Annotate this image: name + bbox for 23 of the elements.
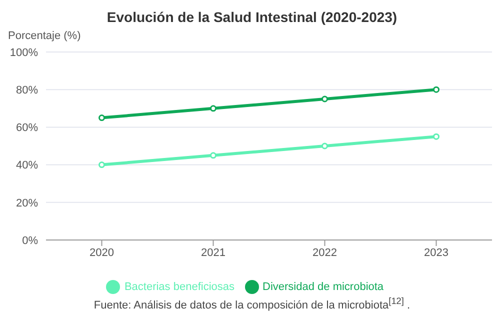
y-tick-label: 100% [10, 46, 38, 59]
point [433, 133, 440, 140]
x-tick-label: 2021 [201, 246, 226, 259]
y-tick-label: 60% [16, 122, 38, 134]
x-tick-label: 2020 [90, 246, 114, 259]
point [433, 86, 440, 93]
point [322, 96, 328, 102]
legend-label: Diversidad de microbiota [262, 280, 384, 293]
point [210, 105, 216, 112]
y-tick-label: 20% [16, 197, 38, 210]
y-axis-title: Porcentaje (%) [8, 30, 82, 44]
y-tick-label: 40% [16, 160, 38, 172]
point [98, 114, 105, 122]
y-tick-label: 80% [16, 84, 38, 97]
x-tick-label: 2022 [312, 246, 337, 259]
x-tick-label: 2023 [424, 246, 448, 259]
source-note: Fuente: Análisis de datos de la composición de la microbiota$^{[12]}$ . [92, 296, 412, 312]
point [98, 162, 105, 168]
chart-title: Evolución de la Salud Intestinal (2020-2023) [106, 8, 398, 27]
point [210, 152, 216, 159]
point [322, 142, 328, 150]
legend-label: Bacterias beneficiosas [124, 280, 234, 293]
y-tick-label: 0% [22, 234, 38, 247]
